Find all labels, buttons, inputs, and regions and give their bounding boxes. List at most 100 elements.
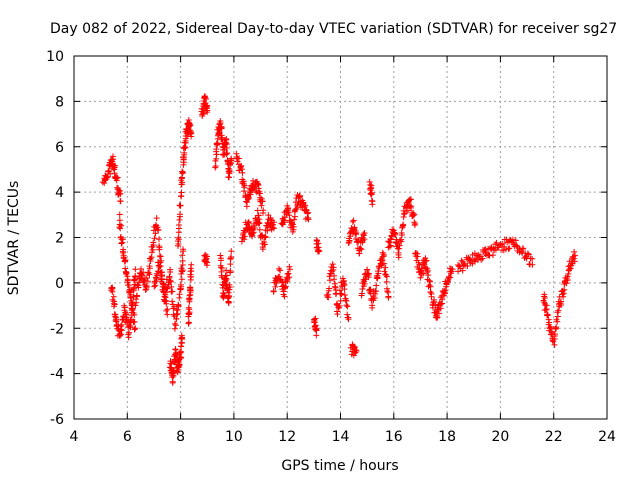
data-point [154, 224, 161, 231]
data-point [486, 252, 493, 259]
data-point [316, 248, 323, 255]
data-point [160, 281, 167, 288]
data-point [143, 282, 150, 289]
data-point [132, 266, 139, 273]
data-point [146, 271, 153, 278]
data-point [414, 253, 421, 260]
data-point [554, 318, 561, 325]
data-point [505, 245, 512, 252]
data-point [239, 169, 246, 176]
data-point [357, 245, 364, 252]
y-tick-label: 0 [55, 276, 64, 292]
data-point [119, 317, 126, 324]
x-tick-label: 20 [491, 429, 509, 445]
data-point [164, 285, 171, 292]
data-point [297, 192, 304, 199]
data-point [179, 170, 186, 177]
data-point [187, 122, 194, 129]
data-point [449, 266, 456, 273]
data-point [173, 311, 180, 318]
data-point [341, 282, 348, 289]
data-point [172, 346, 179, 353]
data-point [547, 323, 554, 330]
data-point [286, 212, 293, 219]
data-point [286, 266, 293, 273]
data-point [223, 275, 230, 282]
data-point [112, 313, 119, 320]
data-point [243, 203, 250, 210]
data-point [544, 311, 551, 318]
data-point [212, 157, 219, 164]
data-point [235, 155, 242, 162]
data-point [472, 258, 479, 265]
data-point [255, 212, 262, 219]
data-point [213, 151, 220, 158]
data-point [174, 368, 181, 375]
data-point [291, 216, 298, 223]
data-point [178, 334, 185, 341]
data-point [119, 236, 126, 243]
data-point [260, 207, 267, 214]
data-point [349, 218, 356, 225]
data-point [176, 361, 183, 368]
y-tick-label: -4 [50, 367, 64, 383]
x-axis-label: GPS time / hours [281, 458, 398, 474]
data-point [171, 325, 178, 332]
data-point [437, 301, 444, 308]
data-point [179, 252, 186, 259]
y-tick-label: 8 [55, 94, 64, 110]
data-point [176, 211, 183, 218]
data-point [559, 287, 566, 294]
data-point [285, 206, 292, 213]
data-point [346, 237, 353, 244]
data-point [353, 347, 360, 354]
data-point [223, 267, 230, 274]
data-point [106, 167, 113, 174]
data-point [162, 294, 169, 301]
data-point [164, 311, 171, 318]
data-point [179, 257, 186, 264]
data-point [395, 254, 402, 261]
data-point [138, 272, 145, 279]
data-point [410, 212, 417, 219]
data-point [383, 278, 390, 285]
data-point [434, 314, 441, 321]
data-point [262, 234, 269, 241]
data-point [336, 302, 343, 309]
data-point [436, 310, 443, 317]
data-point [340, 277, 347, 284]
data-point [158, 278, 165, 285]
data-point [223, 136, 230, 143]
x-tick-label: 24 [598, 429, 616, 445]
data-point [270, 225, 277, 232]
chart-title: Day 082 of 2022, Sidereal Day-to-day VTE… [50, 21, 617, 37]
data-point [336, 287, 343, 294]
data-point [467, 257, 474, 264]
data-point [444, 278, 451, 285]
data-point [104, 173, 111, 180]
data-point [512, 237, 519, 244]
data-point [150, 242, 157, 249]
data-point [249, 233, 256, 240]
y-axis-label: SDTVAR / TECUs [6, 181, 22, 296]
data-point [153, 215, 160, 222]
data-point [359, 285, 366, 292]
data-point [520, 245, 527, 252]
data-point [188, 273, 195, 280]
data-point [118, 222, 125, 229]
data-point [155, 227, 162, 234]
x-tick-label: 12 [278, 429, 296, 445]
data-point [177, 354, 184, 361]
data-point [111, 166, 118, 173]
data-point [361, 236, 368, 243]
data-point [245, 218, 252, 225]
data-point [285, 209, 292, 216]
data-point [555, 307, 562, 314]
data-point [178, 343, 185, 350]
data-point [157, 253, 164, 260]
x-tick-label: 16 [385, 429, 403, 445]
data-point [374, 274, 381, 281]
data-point [367, 286, 374, 293]
y-axis-ticks: -6 -4 -2 0 2 4 6 8 10 [46, 49, 607, 428]
